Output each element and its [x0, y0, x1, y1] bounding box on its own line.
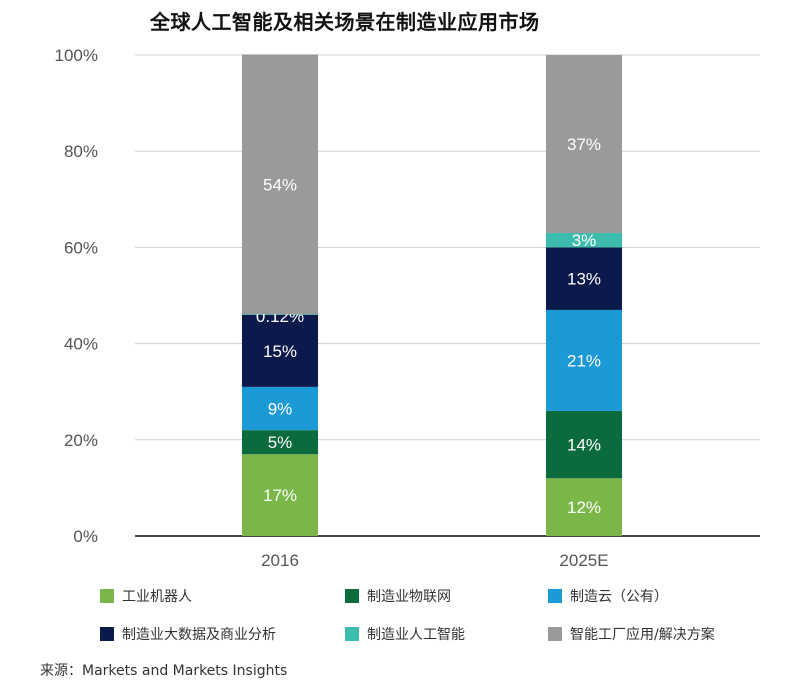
legend-label: 智能工厂应用/解决方案: [570, 627, 715, 643]
legend-swatch: [100, 627, 114, 641]
data-label: 3%: [572, 231, 597, 250]
stacked-bar-chart: 0%20%40%60%80%100%17%5%9%15%0.12%54%2016…: [55, 46, 760, 570]
source-note: 来源：Markets and Markets Insights: [40, 663, 288, 679]
legend-swatch: [548, 627, 562, 641]
bar-segment: [242, 454, 318, 536]
legend-swatch: [345, 589, 359, 603]
legend-label: 制造业物联网: [367, 589, 451, 605]
y-tick-label: 60%: [64, 238, 98, 257]
bar-segment: [242, 386, 318, 431]
bar-segment: [546, 478, 622, 536]
legend-item-smart-factory: 智能工厂应用/解决方案: [548, 624, 715, 644]
legend-label: 工业机器人: [122, 589, 192, 605]
legend-item-industrial-robot: 工业机器人: [100, 586, 192, 606]
data-label: 37%: [567, 135, 601, 154]
bar-segment: [546, 247, 622, 310]
y-tick-label: 40%: [64, 335, 98, 354]
bar-segment: [546, 410, 622, 479]
data-label: 5%: [268, 433, 293, 452]
legend-item-big-data: 制造业大数据及商业分析: [100, 624, 276, 644]
bar-segment: [242, 430, 318, 455]
chart-title: 全球人工智能及相关场景在制造业应用市场: [150, 10, 540, 34]
bar-segment: [546, 309, 622, 411]
y-tick-label: 0%: [73, 527, 98, 546]
x-tick-label: 2016: [261, 551, 299, 570]
data-label: 21%: [567, 351, 601, 370]
y-tick-label: 100%: [55, 46, 98, 65]
legend-label: 制造云（公有）: [570, 589, 668, 605]
data-label: 9%: [268, 400, 293, 419]
y-tick-label: 80%: [64, 142, 98, 161]
legend-swatch: [345, 627, 359, 641]
bar-segment: [242, 54, 318, 315]
legend-item-ai: 制造业人工智能: [345, 624, 465, 644]
data-label: 14%: [567, 436, 601, 455]
legend-swatch: [548, 589, 562, 603]
legend-label: 制造业大数据及商业分析: [122, 627, 276, 643]
data-label: 15%: [263, 342, 297, 361]
bar-segment: [546, 55, 622, 233]
legend-item-cloud: 制造云（公有）: [548, 586, 668, 606]
bar-segment: [242, 314, 318, 387]
legend-label: 制造业人工智能: [367, 627, 465, 643]
data-label: 12%: [567, 498, 601, 517]
x-tick-label: 2025E: [559, 551, 608, 570]
data-label: 17%: [263, 486, 297, 505]
y-tick-label: 20%: [64, 431, 98, 450]
legend-item-iot: 制造业物联网: [345, 586, 451, 606]
bar-segment: [546, 232, 622, 248]
legend-swatch: [100, 589, 114, 603]
data-label: 13%: [567, 270, 601, 289]
data-label: 54%: [263, 175, 297, 194]
